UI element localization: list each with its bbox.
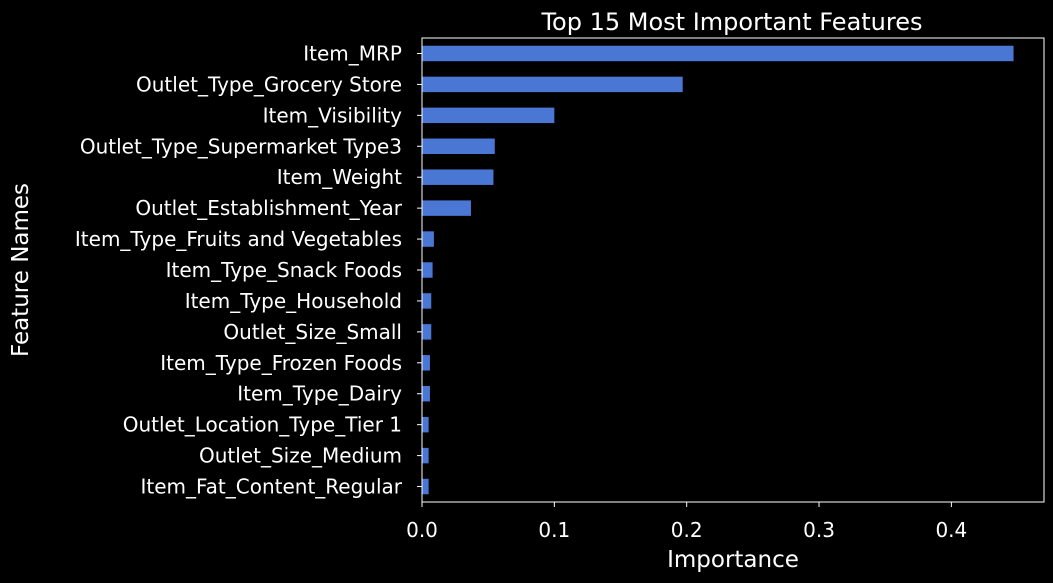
bar-1	[422, 76, 683, 93]
bar-9	[422, 324, 432, 340]
x-tick-label-4: 0.4	[935, 518, 967, 542]
bar-10	[422, 355, 430, 371]
y-tick-label-0: Item_MRP	[303, 41, 402, 65]
bar-0	[422, 45, 1014, 62]
bar-8	[422, 293, 432, 309]
y-tick-label-4: Item_Weight	[277, 165, 402, 189]
y-tick-label-2: Item_Visibility	[263, 103, 403, 127]
x-tick-label-3: 0.3	[803, 518, 835, 542]
bar-13	[422, 447, 429, 464]
chart-title: Top 15 Most Important Features	[540, 8, 922, 36]
bar-4	[422, 169, 494, 185]
y-tick-label-11: Item_Type_Dairy	[237, 382, 402, 406]
y-tick-label-8: Item_Type_Household	[185, 289, 402, 313]
y-tick-label-6: Item_Type_Fruits and Vegetables	[75, 227, 402, 251]
bar-5	[422, 200, 471, 216]
y-tick-label-7: Item_Type_Snack Foods	[166, 258, 402, 282]
bar-2	[422, 107, 555, 124]
y-tick-label-3: Outlet_Type_Supermarket Type3	[80, 134, 402, 158]
y-tick-label-1: Outlet_Type_Grocery Store	[136, 72, 402, 96]
x-tick-label-2: 0.2	[671, 518, 703, 542]
y-axis-label: Feature Names	[8, 183, 34, 357]
bar-12	[422, 416, 429, 433]
y-tick-label-9: Outlet_Size_Small	[223, 320, 402, 344]
y-tick-label-5: Outlet_Establishment_Year	[135, 196, 402, 220]
y-tick-label-10: Item_Type_Frozen Foods	[160, 351, 402, 375]
x-tick-label-1: 0.1	[538, 518, 570, 542]
x-tick-label-0: 0.0	[406, 518, 438, 542]
bar-7	[422, 262, 433, 278]
x-tick-labels: 0.0 0.1 0.2 0.3 0.4	[406, 502, 967, 542]
bar-3	[422, 138, 495, 154]
x-axis-label: Importance	[667, 547, 799, 573]
bar-11	[422, 386, 430, 402]
bars-group	[422, 45, 1014, 495]
bar-14	[422, 478, 429, 495]
plot-frame	[421, 37, 1045, 503]
y-tick-label-13: Outlet_Size_Medium	[199, 444, 402, 468]
y-tick-labels: Item_MRP Outlet_Type_Grocery Store Item_Vi…	[75, 41, 422, 499]
bar-6	[422, 231, 434, 247]
y-tick-label-14: Item_Fat_Content_Regular	[140, 475, 402, 499]
y-tick-label-12: Outlet_Location_Type_Tier 1	[123, 413, 402, 437]
